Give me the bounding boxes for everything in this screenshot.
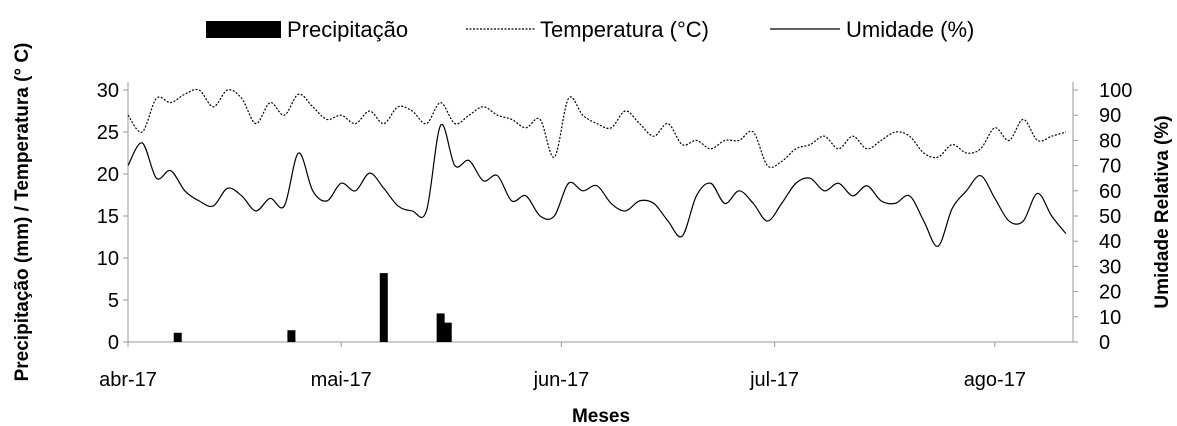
y-right-tick-label: 0 xyxy=(1099,332,1110,354)
precipitacao-bar xyxy=(379,273,388,342)
y-left-tick-label: 10 xyxy=(97,248,119,270)
y-left-tick-label: 15 xyxy=(97,206,119,228)
y-right-tick-label: 90 xyxy=(1099,105,1121,127)
legend-label-umidade: Umidade (%) xyxy=(846,17,974,42)
y-right-tick-label: 80 xyxy=(1099,130,1121,152)
axes xyxy=(127,82,1074,343)
x-tick-label: mai-17 xyxy=(311,369,372,391)
x-axis-title: Meses xyxy=(572,406,630,426)
y-right-tick-label: 40 xyxy=(1099,231,1121,253)
x-tick-label: ago-17 xyxy=(964,369,1026,391)
y-right-tick-label: 100 xyxy=(1099,80,1132,102)
x-tick-label: jul-17 xyxy=(749,369,799,391)
legend-swatch-precipitacao xyxy=(206,21,281,38)
temperatura-line xyxy=(127,88,1067,168)
y-left-tick-label: 20 xyxy=(97,164,119,186)
y-right-tick-label: 70 xyxy=(1099,156,1121,178)
y-right-tick-label: 10 xyxy=(1099,307,1121,329)
x-tick-label: jun-17 xyxy=(533,369,590,391)
y-right-axis-title: Umidade Relativa (%) xyxy=(1152,115,1173,308)
y-right-tick-label: 50 xyxy=(1099,206,1121,228)
precipitacao-bar xyxy=(287,330,296,342)
y-right-ticks: 0 10 20 30 40 50 60 70 80 90 100 xyxy=(1073,80,1132,354)
x-tick-label: abr-17 xyxy=(99,369,157,391)
y-left-tick-label: 0 xyxy=(108,332,119,354)
x-ticks: abr-17 mai-17 jun-17 jul-17 ago-17 xyxy=(99,342,1026,391)
legend-label-precipitacao: Precipitação xyxy=(287,17,408,42)
y-left-tick-label: 30 xyxy=(97,80,119,102)
y-left-ticks: 0 5 10 15 20 25 30 xyxy=(97,80,128,354)
y-right-tick-label: 30 xyxy=(1099,256,1121,278)
y-left-tick-label: 25 xyxy=(97,122,119,144)
y-right-tick-label: 60 xyxy=(1099,181,1121,203)
umidade-line xyxy=(127,124,1067,247)
legend-label-temperatura: Temperatura (°C) xyxy=(540,17,709,42)
y-left-axis-title: Precipitação (mm) / Temperatura (° C) xyxy=(12,43,33,382)
precipitacao-bar xyxy=(436,313,445,342)
legend: Precipitação Temperatura (°C) Umidade (%… xyxy=(206,17,974,42)
y-right-tick-label: 20 xyxy=(1099,282,1121,304)
precipitacao-bars xyxy=(173,273,452,342)
y-left-tick-label: 5 xyxy=(108,290,119,312)
precipitacao-bar xyxy=(173,332,182,342)
precipitacao-bar xyxy=(443,322,452,342)
